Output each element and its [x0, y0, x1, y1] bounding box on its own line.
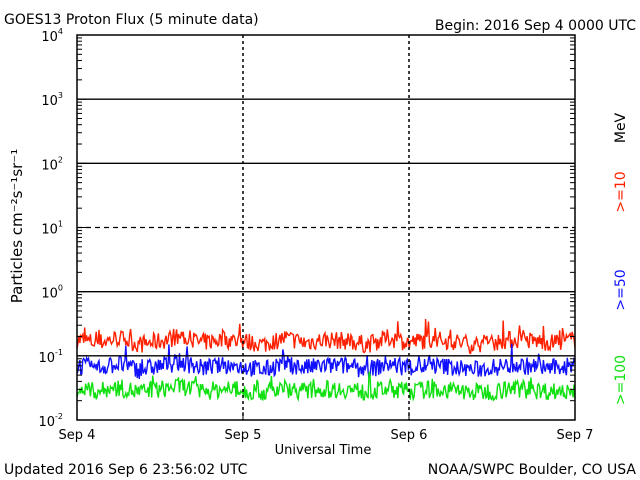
y-tick-exponent: 0 [58, 284, 63, 293]
y-axis-title: Particles cm⁻²s⁻¹sr⁻¹ [8, 149, 26, 303]
y-tick-exponent: -1 [55, 348, 63, 357]
series-line [76, 343, 576, 379]
series-line [76, 318, 576, 355]
y-tick-label: 100 [41, 284, 63, 302]
legend: MeV >=10 >=50 >=100 [613, 112, 629, 405]
y-tick-exponent: 3 [58, 91, 63, 100]
y-tick-exponent: -2 [55, 412, 63, 421]
credit-text: NOAA/SWPC Boulder, CO USA [428, 462, 637, 478]
y-tick-exponent: 2 [58, 155, 63, 164]
y-tick-label: 102 [41, 155, 63, 173]
tick-layer: Sep 4 Sep 5 Sep 6 Sep 7 1 0 -2 10-1 100 101 102 103… [38, 27, 593, 443]
y-tick-exponent: 1 [58, 220, 63, 229]
y-tick-exponent: 4 [58, 27, 63, 36]
x-tick-label: Sep 5 [225, 428, 262, 443]
legend-unit-label: MeV [613, 112, 629, 143]
x-tick-label: Sep 7 [557, 428, 594, 443]
legend-entry: >=100 [613, 355, 629, 405]
x-tick-label: Sep 4 [59, 428, 96, 443]
y-tick-label: 10-1 [38, 348, 63, 366]
y-tick-label: 104 [41, 27, 63, 45]
updated-timestamp: Updated 2016 Sep 6 23:56:02 UTC [4, 462, 248, 478]
x-tick-label: Sep 6 [391, 428, 428, 443]
plot-frame [76, 34, 576, 421]
y-tick-label: 103 [41, 91, 63, 109]
grid-layer [77, 35, 575, 420]
legend-entry: >=50 [613, 269, 629, 310]
begin-timestamp: Begin: 2016 Sep 4 0000 UTC [435, 18, 636, 34]
series-layer [76, 318, 576, 402]
series-line [76, 371, 576, 402]
legend-entry: >=10 [613, 171, 629, 212]
x-axis-title: Universal Time [275, 443, 372, 458]
chart-title: GOES13 Proton Flux (5 minute data) [4, 12, 259, 28]
y-tick-label: 101 [41, 220, 63, 238]
